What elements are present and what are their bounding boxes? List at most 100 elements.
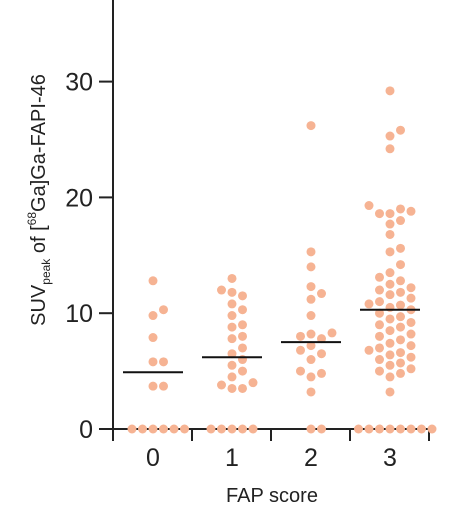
data-point — [148, 333, 158, 343]
data-point — [227, 349, 237, 359]
data-point — [385, 247, 395, 257]
data-point — [148, 381, 158, 391]
y-tick-label: 10 — [65, 300, 93, 328]
data-point — [375, 297, 384, 307]
data-point — [238, 305, 247, 315]
data-point — [238, 383, 247, 393]
data-point — [306, 294, 316, 304]
data-point — [317, 289, 326, 299]
y-tick-label: 0 — [79, 416, 93, 444]
y-axis-title-middle: of [ — [28, 225, 50, 259]
data-point — [306, 341, 316, 351]
y-axis-title: SUVpeak of [68Ga]Ga-FAPI-46 — [25, 74, 53, 326]
data-point — [227, 424, 237, 434]
data-point — [375, 355, 384, 365]
data-point — [385, 219, 395, 229]
data-point — [396, 204, 405, 214]
data-point — [364, 345, 374, 355]
data-point — [406, 364, 416, 374]
x-axis-title: FAP score — [226, 485, 318, 507]
data-point — [306, 372, 316, 382]
data-point — [138, 424, 147, 434]
data-point — [385, 131, 395, 141]
data-point — [238, 331, 247, 341]
data-point — [385, 424, 395, 434]
data-point — [417, 424, 426, 434]
data-point — [238, 424, 247, 434]
data-point — [385, 144, 395, 154]
data-point — [396, 312, 405, 322]
data-point — [227, 273, 237, 283]
data-point — [227, 322, 237, 332]
data-point — [396, 322, 405, 332]
data-point — [217, 380, 226, 390]
data-point — [317, 368, 326, 378]
data-point — [385, 229, 395, 239]
data-point — [306, 247, 316, 257]
data-point — [406, 293, 416, 303]
data-point — [385, 338, 395, 348]
data-point — [396, 243, 405, 253]
data-point — [227, 360, 237, 370]
data-point — [217, 424, 226, 434]
data-point — [354, 424, 363, 434]
data-point — [148, 276, 158, 286]
data-point — [375, 285, 384, 295]
data-point — [406, 329, 416, 339]
x-axis-ticks: 0 1 2 3 — [112, 429, 430, 472]
data-point — [396, 276, 405, 286]
data-point — [375, 272, 384, 282]
data-point — [206, 424, 216, 434]
data-point — [296, 345, 305, 355]
data-point — [375, 424, 384, 434]
x-tick-label: 2 — [304, 444, 318, 472]
data-point — [148, 424, 158, 434]
data-point — [238, 366, 247, 376]
data-point — [375, 343, 384, 353]
data-point — [227, 383, 237, 393]
y-axis-title-superscript: 68 — [25, 212, 39, 226]
data-point — [159, 305, 168, 315]
data-point — [406, 341, 416, 351]
data-point — [364, 201, 374, 211]
data-point — [296, 366, 305, 376]
median-lines — [123, 308, 420, 374]
data-point — [248, 378, 258, 388]
data-point — [127, 424, 137, 434]
data-point — [385, 268, 395, 278]
data-point — [385, 314, 395, 324]
y-axis-title-subscript: peak — [39, 258, 53, 285]
data-point — [227, 287, 237, 297]
data-point — [227, 334, 237, 344]
x-tick-label: 3 — [383, 444, 397, 472]
data-point — [306, 329, 316, 339]
data-point — [327, 328, 337, 338]
data-point — [406, 352, 416, 362]
y-axis-title-base: SUV — [28, 284, 50, 326]
data-point — [238, 320, 247, 330]
data-point — [396, 368, 405, 378]
data-point — [169, 424, 179, 434]
data-point — [396, 125, 405, 135]
data-points — [127, 86, 437, 434]
data-point — [385, 360, 395, 370]
data-point — [396, 335, 405, 345]
data-point — [385, 387, 395, 397]
data-point — [375, 320, 384, 330]
data-point — [306, 262, 316, 272]
data-point — [180, 424, 189, 434]
data-point — [227, 311, 237, 321]
data-point — [396, 348, 405, 358]
data-point — [306, 121, 316, 131]
data-point — [306, 355, 316, 365]
data-point — [227, 299, 237, 309]
data-point — [396, 260, 405, 270]
data-point — [317, 349, 326, 359]
data-point — [406, 424, 416, 434]
data-point — [306, 387, 316, 397]
data-point — [375, 209, 384, 219]
data-point — [227, 372, 237, 382]
data-point — [159, 424, 168, 434]
